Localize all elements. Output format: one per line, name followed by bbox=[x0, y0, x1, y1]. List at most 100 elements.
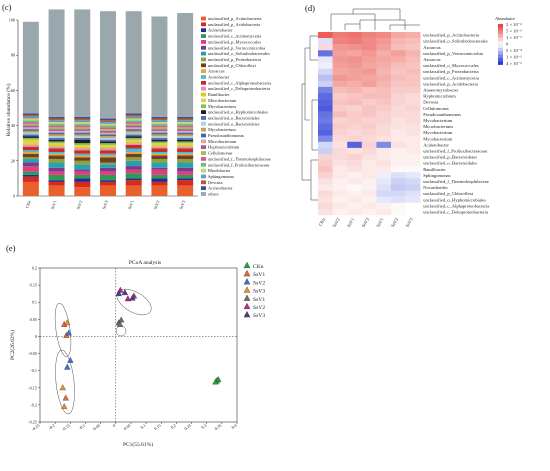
panel-label-c: (c) bbox=[2, 2, 12, 12]
heatmap-cell bbox=[361, 68, 377, 75]
bar-segment bbox=[125, 134, 142, 137]
pcoa-x-tick-label: 0.2 bbox=[170, 423, 177, 430]
bar-segment bbox=[151, 185, 168, 196]
bar-segment bbox=[125, 123, 142, 126]
bar-segment bbox=[100, 155, 116, 158]
heatmap-cell bbox=[376, 129, 392, 136]
bar-segment bbox=[100, 137, 116, 140]
heatmap-cell bbox=[405, 80, 421, 88]
heatmap-cell bbox=[361, 172, 377, 179]
heatmap-cell bbox=[318, 105, 333, 112]
heatmap-cell bbox=[361, 80, 377, 88]
bar-segment bbox=[74, 125, 91, 128]
heatmap-cell bbox=[405, 38, 421, 45]
heatmap-cell bbox=[318, 160, 333, 167]
heatmap-cell bbox=[376, 172, 392, 179]
heatmap-cell bbox=[361, 86, 377, 94]
heatmap-cell bbox=[361, 93, 377, 100]
heatmap-column-label: SsV2 bbox=[390, 216, 400, 228]
bar-segment bbox=[22, 144, 39, 147]
bar-legend-swatch bbox=[201, 145, 206, 150]
heatmap-cell bbox=[347, 178, 362, 185]
bar-segment bbox=[22, 137, 39, 140]
bar-segment bbox=[177, 127, 194, 130]
bar-legend-swatch bbox=[201, 174, 206, 179]
heatmap-cell bbox=[391, 50, 406, 57]
heatmap-cell bbox=[318, 202, 333, 210]
pcoa-legend-marker bbox=[243, 310, 251, 318]
bar-segment bbox=[48, 120, 65, 123]
bar-segment bbox=[74, 123, 91, 126]
heatmap-cell bbox=[318, 178, 333, 185]
bar-segment bbox=[151, 127, 168, 130]
bar-segment bbox=[151, 123, 168, 126]
pcoa-y-tick-label: 0.2 bbox=[32, 266, 37, 271]
bar-segment bbox=[177, 178, 194, 181]
pcoa-plot-frame bbox=[39, 267, 238, 423]
heatmap-cell bbox=[405, 117, 421, 124]
heatmap-cell bbox=[376, 202, 392, 210]
bar-y-tick-label: 100 bbox=[9, 18, 15, 23]
heatmap-cell bbox=[318, 86, 333, 94]
heatmap-cell bbox=[318, 154, 333, 161]
bar-segment bbox=[100, 167, 116, 172]
heatmap-cell bbox=[361, 38, 377, 45]
bar-segment bbox=[22, 174, 39, 177]
heatmap-cell bbox=[332, 190, 348, 197]
bar-segment bbox=[151, 146, 168, 149]
heatmap-cell bbox=[405, 129, 421, 136]
bar-segment bbox=[125, 180, 142, 186]
heatmap-row-label: unclassified_p_Chloroflexi bbox=[423, 191, 474, 196]
bar-x-tick-label: SsV3 bbox=[178, 200, 186, 210]
pcoa-y-tick-label: -0.2 bbox=[30, 402, 37, 407]
bar-segment bbox=[100, 125, 116, 128]
bar-segment bbox=[125, 122, 142, 124]
heatmap-cell bbox=[347, 166, 362, 173]
bar-segment bbox=[48, 180, 65, 182]
bar-segment bbox=[151, 144, 168, 147]
bar-segment bbox=[125, 132, 142, 135]
heatmap-chart: unclassified_p_Actinobacteriaunclassifie… bbox=[301, 8, 489, 228]
heatmap-cell bbox=[361, 123, 377, 130]
heatmap-cell bbox=[376, 196, 392, 203]
bar-segment bbox=[177, 159, 194, 163]
heatmap-cell bbox=[318, 62, 333, 69]
heatmap-cell bbox=[318, 141, 333, 149]
heatmap-cell bbox=[405, 86, 421, 94]
heatmap-cell bbox=[332, 166, 348, 173]
heatmap-cell bbox=[332, 74, 348, 81]
bar-segment bbox=[74, 169, 91, 172]
bar-segment bbox=[48, 9, 65, 117]
heatmap-cell bbox=[391, 32, 406, 39]
bar-segment bbox=[151, 181, 168, 186]
bar-segment bbox=[151, 136, 168, 138]
heatmap-cell bbox=[391, 80, 406, 88]
heatmap-row-label: unclassified_f_Proliuxibacteraceae bbox=[423, 148, 487, 153]
bar-segment bbox=[177, 137, 194, 140]
heatmap-cell bbox=[376, 184, 392, 191]
bar-legend-swatch bbox=[201, 28, 206, 33]
bar-legend-entry: Mycobacterium bbox=[208, 104, 236, 109]
pcoa-legend: CKn SsV1 SsV2 SsV3 SsV1 SsV2 SsV3 bbox=[243, 261, 265, 319]
heatmap-cell bbox=[405, 172, 421, 179]
bar-segment bbox=[48, 143, 65, 145]
heatmap-legend-swatch bbox=[498, 24, 503, 28]
bar-segment bbox=[48, 171, 65, 175]
bar-legend-swatch bbox=[201, 186, 206, 191]
heatmap-cell bbox=[332, 160, 348, 167]
bar-legend-entry: Microbacterium bbox=[208, 98, 237, 103]
bar-segment bbox=[125, 160, 142, 167]
pcoa-y-tick-label: 0.15 bbox=[30, 283, 37, 288]
bar-segment bbox=[151, 139, 168, 142]
bar-segment bbox=[22, 157, 39, 160]
heatmap-cell bbox=[318, 50, 333, 57]
bar-legend-swatch bbox=[201, 168, 206, 173]
bar-segment bbox=[22, 125, 39, 128]
heatmap-cell bbox=[347, 50, 362, 57]
heatmap-cell bbox=[361, 178, 377, 185]
heatmap-cell bbox=[391, 147, 406, 155]
pcoa-legend-entry: SsV1 bbox=[253, 297, 265, 303]
bar-legend-entry: Ramlibacter bbox=[208, 92, 230, 97]
heatmap-cell bbox=[347, 129, 362, 136]
bar-segment bbox=[125, 125, 142, 128]
